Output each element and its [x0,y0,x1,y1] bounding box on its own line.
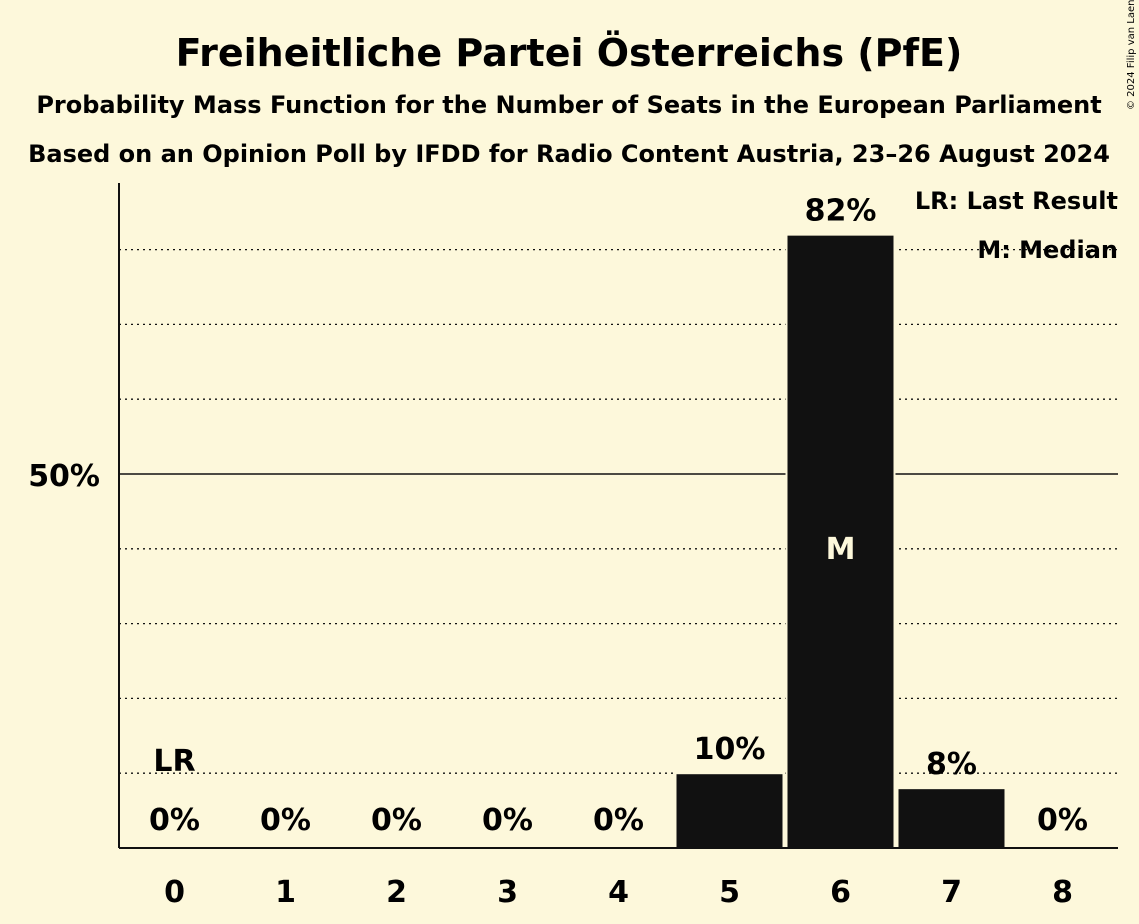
bar-value-label: 0% [371,803,422,838]
x-tick-label: 1 [275,875,296,910]
x-tick-label: 4 [608,875,629,910]
bar-value-label: 0% [149,803,200,838]
bar-value-label: 0% [593,803,644,838]
chart-title: Freiheitliche Partei Österreichs (PfE) [176,31,963,75]
x-tick-label: 3 [497,875,518,910]
bar-value-label: 82% [805,194,877,229]
bar [785,233,896,849]
median-marker: M [826,532,856,567]
chart-source-line: Based on an Opinion Poll by IFDD for Rad… [28,140,1110,168]
last-result-marker: LR [153,744,195,779]
bar-value-label: 0% [260,803,311,838]
x-tick-label: 6 [830,875,851,910]
x-tick-label: 5 [719,875,740,910]
x-tick-label: 7 [941,875,962,910]
bar-value-label: 0% [1037,803,1088,838]
legend-median: M: Median [977,236,1118,264]
legend-last-result: LR: Last Result [915,187,1118,215]
chart-subtitle: Probability Mass Function for the Number… [36,91,1101,119]
bar-value-label: 0% [482,803,533,838]
y-tick-label: 50% [28,459,100,494]
bar-value-label: 10% [694,732,766,767]
x-tick-label: 8 [1052,875,1073,910]
x-tick-label: 0 [164,875,185,910]
bar [896,787,1007,849]
bar-value-label: 8% [926,747,977,782]
copyright-note: © 2024 Filip van Laenen [1126,0,1137,110]
bar [674,772,785,850]
x-tick-label: 2 [386,875,407,910]
